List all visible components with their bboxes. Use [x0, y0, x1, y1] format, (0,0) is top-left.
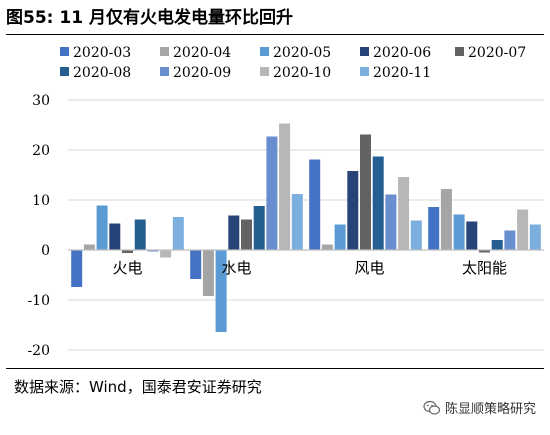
- x-axis-labels: 火电 水电 风电 太阳能: [112, 259, 507, 277]
- y-tick-label: 0: [41, 243, 50, 259]
- legend-label: 2020-11: [373, 65, 431, 81]
- chart-plot: 2020-03 2020-04 2020-05 2020-06 2020-07 2020-…: [27, 45, 544, 359]
- y-tick-label: -10: [27, 293, 50, 309]
- bar: [190, 250, 202, 279]
- bar: [491, 240, 503, 250]
- bar: [228, 215, 240, 250]
- legend-swatch: [60, 67, 69, 76]
- legend-swatch: [60, 47, 69, 56]
- bar: [529, 224, 541, 250]
- legend-label: 2020-05: [273, 45, 331, 61]
- bar: [266, 136, 278, 250]
- bar: [215, 250, 227, 332]
- bar: [253, 206, 265, 250]
- bar: [172, 217, 184, 250]
- bar: [71, 250, 83, 287]
- wechat-icon: [423, 400, 441, 415]
- bar: [147, 250, 159, 252]
- bar: [479, 250, 490, 253]
- watermark: 陈显顺策略研究: [423, 398, 536, 417]
- gridlines: [68, 99, 544, 351]
- y-tick-label: -20: [27, 343, 50, 359]
- bar: [360, 134, 371, 250]
- bar: [347, 171, 359, 250]
- watermark-text: 陈显顺策略研究: [444, 402, 536, 417]
- bar: [517, 209, 529, 250]
- bar: [122, 250, 133, 253]
- bar: [334, 224, 346, 250]
- source-note: 数据来源：Wind，国泰君安证券研究: [14, 378, 262, 396]
- title-divider: [6, 34, 544, 35]
- legend-swatch: [160, 47, 169, 56]
- bar: [241, 219, 252, 250]
- legend-swatch: [260, 67, 269, 76]
- bottom-divider: [6, 368, 544, 369]
- bar: [279, 123, 291, 250]
- bar: [440, 189, 452, 250]
- bar: [134, 219, 146, 250]
- x-category-label: 太阳能: [462, 259, 507, 277]
- bar: [398, 177, 410, 250]
- bar: [410, 220, 422, 250]
- bar: [109, 223, 121, 250]
- legend: 2020-03 2020-04 2020-05 2020-06 2020-07 2020-…: [60, 45, 526, 81]
- legend-swatch: [360, 67, 369, 76]
- legend-label: 2020-04: [173, 45, 231, 61]
- chart-title: 图55: 11 月仅有火电发电量环比回升: [6, 8, 293, 28]
- bar: [83, 244, 95, 250]
- legend-swatch: [360, 47, 369, 56]
- bar: [372, 156, 384, 250]
- y-axis: 30 20 10 0 -10 -20: [27, 93, 50, 359]
- legend-swatch: [160, 67, 169, 76]
- legend-label: 2020-06: [373, 45, 431, 61]
- bar: [385, 194, 397, 250]
- bar: [309, 159, 321, 250]
- legend-label: 2020-03: [73, 45, 131, 61]
- x-category-label: 火电: [112, 259, 142, 277]
- bar: [428, 207, 440, 250]
- bar: [466, 221, 478, 250]
- legend-label: 2020-10: [273, 65, 331, 81]
- x-category-label: 风电: [354, 259, 384, 277]
- x-category-label: 水电: [221, 259, 251, 277]
- y-tick-label: 30: [32, 93, 50, 109]
- bar: [160, 250, 172, 258]
- bar: [453, 214, 465, 250]
- bar: [504, 230, 516, 250]
- legend-swatch: [455, 47, 464, 56]
- y-tick-label: 10: [32, 193, 50, 209]
- legend-label: 2020-08: [73, 65, 131, 81]
- legend-label: 2020-07: [468, 45, 526, 61]
- bars: [71, 123, 541, 332]
- bar: [96, 205, 108, 250]
- y-tick-label: 20: [32, 143, 50, 159]
- legend-swatch: [260, 47, 269, 56]
- legend-label: 2020-09: [173, 65, 231, 81]
- bar: [202, 250, 214, 296]
- bar: [321, 244, 333, 250]
- bar: [291, 194, 303, 250]
